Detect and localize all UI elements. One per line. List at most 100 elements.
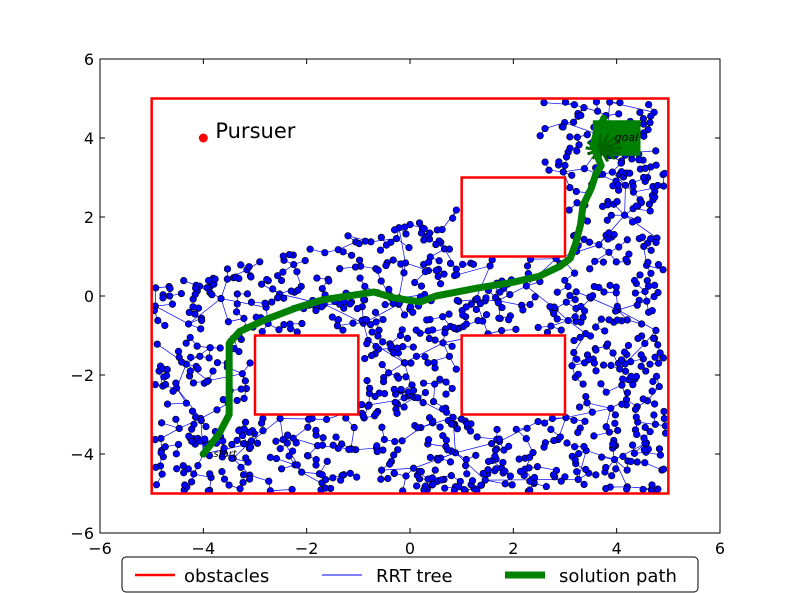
tree-node [240, 314, 248, 322]
tree-node [209, 367, 217, 375]
tree-node [402, 472, 410, 480]
tree-edge [497, 300, 522, 306]
tree-node [562, 153, 571, 161]
tree-node [157, 434, 165, 443]
tree-node [198, 316, 206, 325]
tree-node [506, 290, 514, 299]
tree-node [429, 326, 437, 334]
rrt-tree-nodes [150, 98, 670, 495]
tree-node [345, 445, 353, 454]
tree-node [462, 461, 470, 470]
tree-node [583, 131, 591, 139]
tree-node [379, 338, 387, 346]
tree-node [573, 355, 581, 363]
tree-node [573, 133, 581, 141]
tree-node [280, 294, 288, 302]
tree-node [571, 313, 579, 321]
y-tick-label: 6 [84, 50, 94, 69]
tree-node [426, 453, 435, 462]
y-tick-label: −2 [70, 366, 94, 385]
tree-node [590, 359, 598, 367]
x-tick-label: −6 [88, 539, 112, 558]
tree-node [640, 434, 648, 442]
tree-node [283, 439, 291, 447]
tree-node [484, 457, 493, 466]
tree-node [419, 399, 427, 407]
tree-node [491, 446, 500, 454]
tree-node [612, 258, 620, 266]
tree-node [441, 329, 449, 337]
tree-node [277, 276, 286, 285]
tree-node [559, 123, 567, 131]
tree-node [575, 450, 583, 458]
tree-node [425, 414, 434, 422]
tree-node [573, 199, 581, 207]
tree-node [246, 443, 255, 451]
tree-node [186, 367, 194, 375]
tree-node [378, 361, 386, 369]
tree-node [462, 303, 470, 311]
tree-node [442, 436, 450, 444]
tree-edge [543, 102, 575, 106]
tree-node [174, 440, 183, 449]
tree-node [153, 340, 161, 348]
tree-node [453, 271, 461, 279]
tree-node [361, 237, 369, 245]
tree-node [651, 420, 659, 428]
tree-node [448, 384, 456, 393]
tree-edge [188, 298, 222, 325]
tree-node [548, 414, 556, 423]
tree-node [545, 166, 553, 174]
tree-node [570, 101, 578, 109]
tree-node [224, 318, 232, 326]
tree-node [654, 181, 662, 190]
tree-node [318, 471, 326, 479]
tree-node [651, 353, 659, 361]
y-tick-label: 4 [84, 129, 94, 148]
tree-node [217, 294, 225, 303]
tree-node [633, 430, 641, 439]
tree-node [629, 182, 637, 190]
tree-edge [455, 452, 486, 481]
tree-node [592, 471, 600, 479]
tree-node [351, 263, 360, 271]
tree-node [247, 298, 256, 306]
tree-node [374, 332, 382, 340]
goal-label: goal [615, 131, 639, 144]
tree-node [417, 468, 425, 476]
tree-node [411, 278, 419, 287]
tree-node [566, 133, 574, 141]
annotations: Pursuer start goal [198, 119, 639, 460]
tree-node [157, 449, 165, 457]
tree-node [425, 334, 433, 343]
tree-node [603, 216, 611, 224]
tree-node [245, 263, 253, 271]
tree-edge [565, 407, 611, 418]
tree-node [463, 470, 471, 478]
tree-node [501, 480, 509, 488]
tree-node [508, 481, 516, 489]
tree-node [612, 283, 620, 291]
legend-tree-label: RRT tree [376, 566, 453, 587]
tree-node [238, 370, 246, 378]
tree-node [604, 201, 612, 209]
tree-node [426, 229, 434, 237]
tree-node [381, 301, 389, 309]
tree-node [439, 313, 447, 321]
tree-node [298, 319, 306, 328]
tree-node [180, 277, 188, 285]
tree-node [659, 266, 667, 274]
tree-node [519, 306, 527, 314]
tree-node [191, 310, 199, 318]
tree-node [403, 334, 412, 342]
tree-node [220, 475, 229, 483]
tree-node [378, 423, 386, 431]
tree-node [606, 281, 614, 289]
tree-node [304, 423, 312, 431]
tree-node [161, 443, 169, 451]
tree-node [631, 289, 639, 297]
tree-node [412, 352, 421, 360]
tree-node [484, 466, 492, 474]
tree-node [540, 99, 548, 107]
tree-node [420, 225, 428, 233]
